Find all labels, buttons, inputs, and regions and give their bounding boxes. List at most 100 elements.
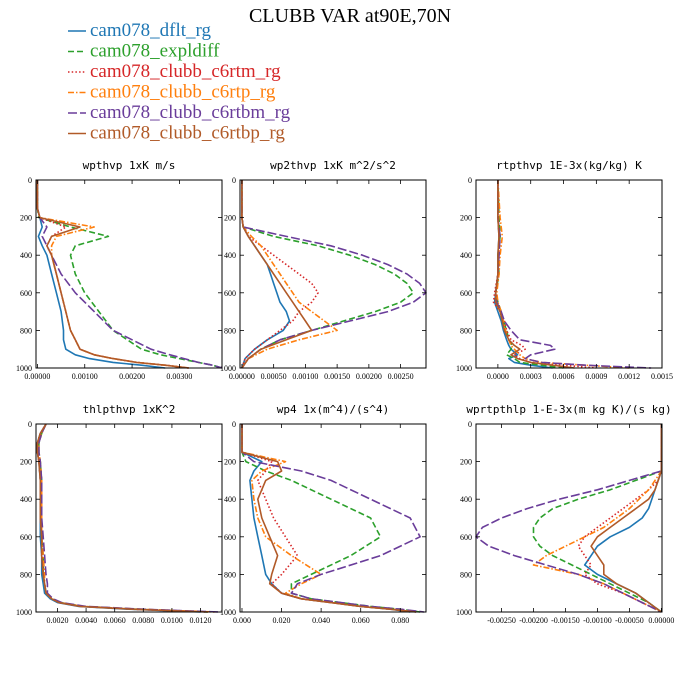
series-line <box>36 180 223 369</box>
series-line <box>36 423 208 613</box>
y-tick-label: 200 <box>20 458 32 467</box>
series-line <box>38 423 208 613</box>
panel-title: rtpthvp 1E-3x(kg/kg) K <box>496 159 642 172</box>
y-tick-label: 400 <box>20 495 32 504</box>
y-tick-label: 600 <box>20 533 32 542</box>
series-line <box>36 180 166 369</box>
y-tick-label: 400 <box>224 251 236 260</box>
y-tick-label: 1000 <box>220 608 236 617</box>
series-line <box>532 424 663 613</box>
x-tick-label: 0.00000 <box>24 372 50 381</box>
x-tick-label: 0.0012 <box>618 372 640 381</box>
x-tick-label: 0.0015 <box>651 372 673 381</box>
y-tick-label: 1000 <box>456 364 472 373</box>
x-tick-label: 0.00050 <box>261 372 287 381</box>
series-line <box>241 424 425 613</box>
series-line <box>36 180 189 369</box>
y-tick-label: 800 <box>224 326 236 335</box>
x-tick-label: 0.020 <box>273 616 291 625</box>
x-tick-label: 0.080 <box>391 616 409 625</box>
y-tick-label: 800 <box>20 570 32 579</box>
series-line <box>577 424 663 613</box>
series-line <box>494 180 575 369</box>
series-line <box>241 180 338 369</box>
series-line <box>241 180 427 369</box>
x-tick-label: 0.0000 <box>487 372 509 381</box>
y-tick-label: 0 <box>28 420 32 429</box>
x-tick-label: 0.0100 <box>161 616 183 625</box>
x-tick-label: 0.0080 <box>132 616 154 625</box>
x-tick-label: -0.00150 <box>551 616 580 625</box>
x-tick-label: 0.0020 <box>46 616 68 625</box>
legend-entry: cam078_clubb_c6rtbp_rg <box>90 123 285 144</box>
legend-entry: cam078_dflt_rg <box>90 20 212 41</box>
x-tick-label: 0.0120 <box>190 616 212 625</box>
chart-panel: wprtpthlp 1-E-3x(m kg K)/(s kg) 0 200 400 60… <box>456 403 674 625</box>
panel-title: thlpthvp 1xK^2 <box>83 403 176 416</box>
y-tick-label: 600 <box>460 533 472 542</box>
x-tick-label: 0.0003 <box>520 372 542 381</box>
y-tick-label: 800 <box>224 570 236 579</box>
y-tick-label: 600 <box>20 289 32 298</box>
chart-panel: wp2thvp 1xK m^2/s^2 0 200 400 600 800 1000 0.00… <box>220 159 427 381</box>
x-tick-label: -0.00200 <box>519 616 548 625</box>
x-tick-label: 0.0006 <box>553 372 575 381</box>
y-tick-label: 0 <box>468 420 472 429</box>
y-tick-label: 0 <box>232 176 236 185</box>
y-tick-label: 800 <box>20 326 32 335</box>
legend-entry: cam078_clubb_c6rtbm_rg <box>90 102 291 123</box>
x-tick-label: -0.00050 <box>615 616 644 625</box>
y-tick-label: 400 <box>20 251 32 260</box>
panel-title: wp4 1x(m^4)/(s^4) <box>277 403 390 416</box>
series-line <box>241 180 313 369</box>
legend-entry: cam078_expldiff <box>90 41 220 62</box>
plot-frame <box>35 179 223 369</box>
series-line <box>38 423 220 613</box>
x-tick-label: 0.060 <box>352 616 370 625</box>
series-line <box>241 424 417 613</box>
chart-panel: thlpthvp 1xK^2 0 200 400 600 800 1000 0.0020 0.0… <box>16 403 223 625</box>
x-tick-label: 0.00200 <box>119 372 145 381</box>
panel-title: wpthvp 1xK m/s <box>83 159 176 172</box>
legend: cam078_dflt_rgcam078_expldiffcam078_club… <box>68 20 291 144</box>
series-line <box>241 424 417 613</box>
series-line <box>494 180 652 369</box>
y-tick-label: 1000 <box>456 608 472 617</box>
series-line <box>36 423 201 613</box>
series-line <box>36 180 189 369</box>
series-line <box>492 180 597 369</box>
series-line <box>241 424 411 613</box>
y-tick-label: 600 <box>460 289 472 298</box>
panel-title: wp2thvp 1xK m^2/s^2 <box>270 159 396 172</box>
panel-title: wprtpthlp 1-E-3x(m kg K)/(s kg) <box>466 403 671 416</box>
series-line <box>36 423 208 613</box>
series-line <box>241 424 421 613</box>
x-tick-label: -0.00250 <box>487 616 516 625</box>
y-tick-label: 200 <box>224 214 236 223</box>
x-tick-label: 0.00300 <box>166 372 192 381</box>
y-tick-label: 0 <box>232 420 236 429</box>
y-tick-label: 400 <box>460 495 472 504</box>
x-tick-label: 0.0040 <box>75 616 97 625</box>
x-tick-label: -0.00100 <box>583 616 612 625</box>
y-tick-label: 600 <box>224 533 236 542</box>
figure-title: CLUBB VAR at90E,70N <box>249 5 451 27</box>
y-tick-label: 800 <box>460 570 472 579</box>
legend-entry: cam078_clubb_c6rtp_rg <box>90 82 276 103</box>
plot-frame <box>475 423 663 613</box>
y-tick-label: 1000 <box>220 364 236 373</box>
plot-frame <box>239 179 427 369</box>
y-tick-label: 800 <box>460 326 472 335</box>
y-tick-label: 1000 <box>16 608 32 617</box>
series-line <box>590 424 663 613</box>
legend-entry: cam078_clubb_c6rtm_rg <box>90 61 281 82</box>
y-tick-label: 600 <box>224 289 236 298</box>
y-tick-label: 0 <box>28 176 32 185</box>
plot-frame <box>475 179 663 369</box>
x-tick-label: 0.00200 <box>356 372 382 381</box>
y-tick-label: 400 <box>224 495 236 504</box>
y-tick-label: 200 <box>224 458 236 467</box>
